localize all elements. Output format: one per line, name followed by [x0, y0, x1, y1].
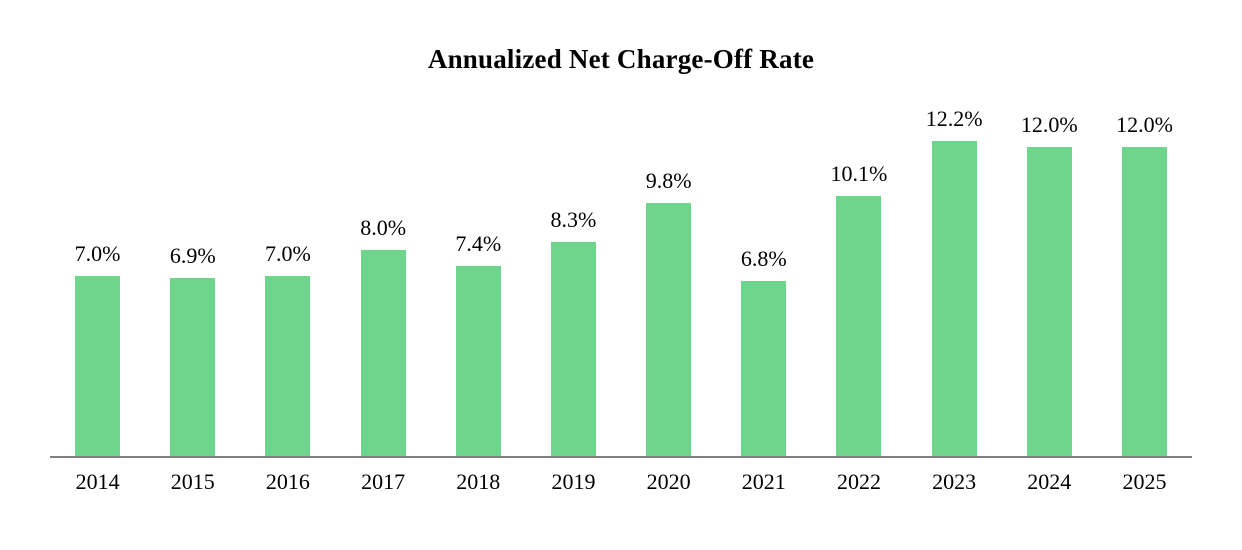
bar [170, 278, 216, 457]
bar-column: 10.1% [811, 0, 906, 457]
bar-value-label: 9.8% [645, 168, 692, 193]
x-tick-label: 2018 [456, 469, 501, 494]
bar-value-label: 10.1% [830, 161, 888, 186]
bar-column: 9.8% [621, 0, 716, 457]
bar-value-label: 8.3% [550, 207, 597, 232]
x-tick-label: 2022 [836, 469, 881, 494]
bar [265, 276, 311, 457]
bar-column: 6.9% [145, 0, 240, 457]
bar-value-label: 7.0% [265, 241, 311, 266]
bar-column: 8.0% [336, 0, 431, 457]
bar-column: 12.0% [1097, 0, 1192, 457]
bar [455, 266, 501, 457]
bar [550, 242, 596, 457]
bar-column: 7.0% [240, 0, 335, 457]
x-tick-label: 2024 [1027, 469, 1072, 494]
x-tick-label: 2025 [1122, 469, 1167, 494]
bar-value-label: 8.0% [360, 215, 407, 240]
bar-value-label: 12.2% [925, 106, 983, 131]
bar [360, 250, 406, 457]
x-tick-label: 2023 [932, 469, 977, 494]
bar [836, 196, 882, 457]
bar-column: 12.2% [907, 0, 1002, 457]
x-tick-label: 2014 [75, 469, 120, 494]
bar [741, 281, 787, 457]
bar-value-label: 7.4% [455, 231, 502, 256]
bar [1121, 147, 1167, 457]
bar-value-label: 6.8% [740, 246, 787, 271]
chart-title: Annualized Net Charge-Off Rate [427, 44, 815, 74]
x-axis-line [50, 456, 1192, 458]
x-tick-label: 2016 [265, 469, 310, 494]
x-tick-label: 2019 [551, 469, 596, 494]
x-tick-label: 2017 [361, 469, 406, 494]
bar-column: 7.4% [431, 0, 526, 457]
x-axis-labels: 2014 2015 2016 2017 2018 2019 2020 2021 2022 2023… [50, 469, 1192, 495]
x-tick-label: 2021 [741, 469, 786, 494]
bar-column: 12.0% [1002, 0, 1097, 457]
bar [646, 203, 692, 457]
bar-column: 6.8% [716, 0, 811, 457]
bar-value-label: 12.0% [1020, 112, 1078, 137]
bar [75, 276, 121, 457]
bar-value-label: 7.0% [74, 241, 121, 266]
bar [931, 141, 977, 457]
x-tick-label: 2015 [170, 469, 215, 494]
bar-column: 8.3% [526, 0, 621, 457]
bar-value-label: 12.0% [1116, 112, 1173, 137]
bar-column: 7.0% [50, 0, 145, 457]
bar-value-label: 6.9% [169, 243, 216, 268]
bar [1026, 147, 1072, 457]
plot-area: 7.0% 6.9% 7.0% 8.0% 7.4% 8.3% 9.8% 6.8% 10.1% 12.… [50, 0, 1192, 457]
x-tick-label: 2020 [646, 469, 691, 494]
